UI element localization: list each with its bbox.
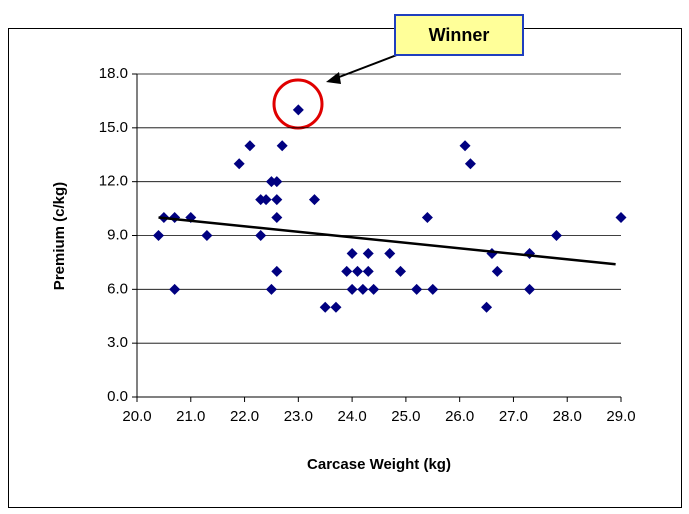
point — [395, 265, 407, 277]
point — [271, 265, 283, 277]
x-tick-label: 23.0 — [284, 408, 313, 425]
x-tick-label: 28.0 — [553, 408, 582, 425]
point — [271, 194, 283, 206]
point — [265, 283, 277, 295]
annotation-arrow — [333, 52, 403, 80]
point — [260, 194, 272, 206]
point — [346, 247, 358, 259]
y-tick-label: 0.0 — [107, 388, 128, 405]
point — [233, 158, 245, 170]
x-axis-title: Carcase Weight (kg) — [307, 456, 451, 473]
point — [384, 247, 396, 259]
y-tick-label: 15.0 — [99, 119, 128, 136]
point — [169, 283, 181, 295]
point — [459, 140, 471, 152]
point — [341, 265, 353, 277]
point — [276, 140, 288, 152]
x-tick-label: 27.0 — [499, 408, 528, 425]
point — [201, 230, 213, 241]
arrow-head — [326, 72, 341, 84]
y-tick-label: 12.0 — [99, 173, 128, 190]
point — [491, 265, 503, 277]
point — [524, 283, 536, 295]
point — [255, 230, 267, 241]
point — [351, 265, 363, 277]
point — [524, 247, 536, 259]
point — [357, 283, 369, 295]
point — [271, 212, 283, 224]
y-tick-label: 18.0 — [99, 65, 128, 82]
x-tick-label: 21.0 — [176, 408, 205, 425]
annotation-text: Winner — [429, 25, 490, 45]
point — [481, 301, 493, 313]
point — [308, 194, 320, 206]
point — [362, 265, 374, 277]
point — [464, 158, 476, 170]
y-tick-label: 6.0 — [107, 280, 128, 297]
y-tick-label: 3.0 — [107, 334, 128, 351]
point — [421, 212, 433, 224]
point — [411, 283, 423, 295]
point — [368, 283, 380, 295]
x-tick-label: 24.0 — [338, 408, 367, 425]
annotation-box — [394, 14, 524, 56]
x-tick-label: 25.0 — [391, 408, 420, 425]
point — [319, 301, 331, 313]
point — [427, 283, 439, 295]
y-axis-title: Premium (c/kg) — [51, 182, 68, 290]
point — [153, 230, 165, 241]
point — [271, 176, 283, 188]
x-tick-label: 20.0 — [122, 408, 151, 425]
y-tick-label: 9.0 — [107, 226, 128, 243]
point — [550, 230, 562, 241]
x-tick-label: 26.0 — [445, 408, 474, 425]
point — [244, 140, 256, 152]
point — [330, 301, 342, 313]
x-tick-label: 22.0 — [230, 408, 259, 425]
trendline — [158, 216, 616, 266]
point — [362, 247, 374, 259]
point — [346, 283, 358, 295]
point — [615, 212, 627, 224]
point — [292, 104, 304, 116]
x-tick-label: 29.0 — [606, 408, 635, 425]
